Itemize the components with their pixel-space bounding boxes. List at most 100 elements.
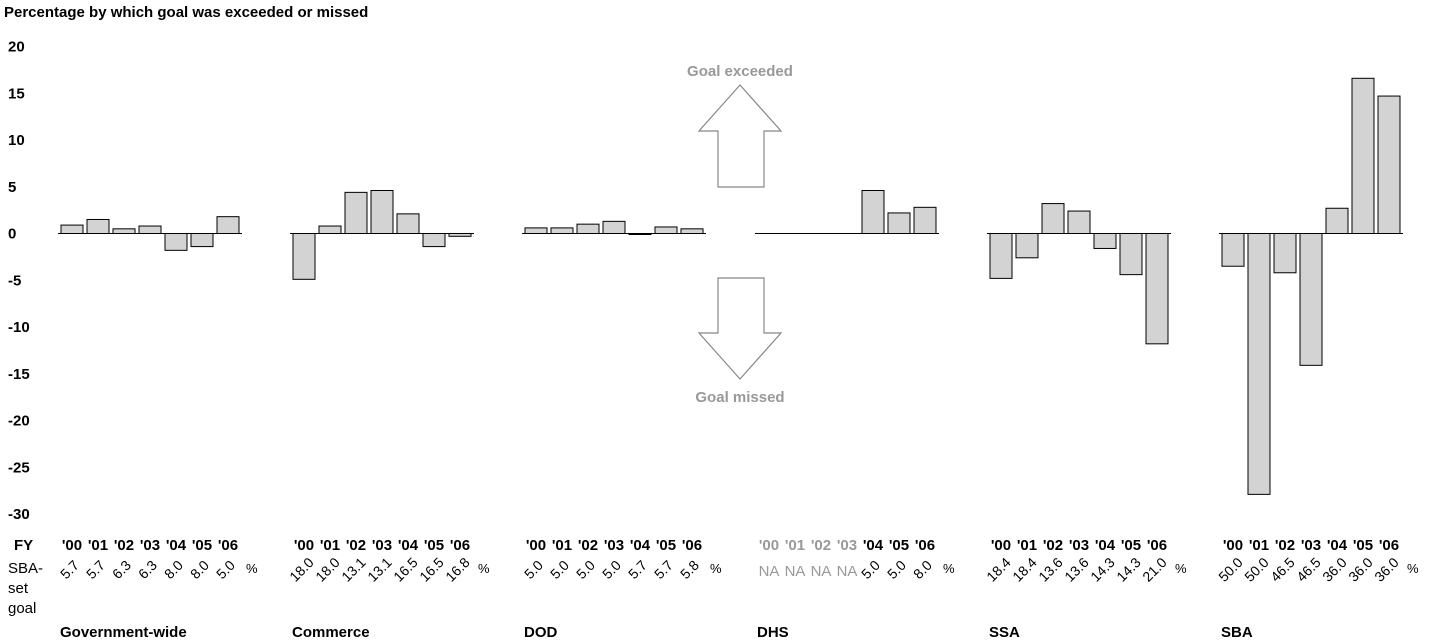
year-label: '02	[346, 537, 366, 554]
bar	[1351, 77, 1375, 235]
bar	[164, 233, 188, 251]
year-label: '04	[166, 537, 187, 554]
bar	[318, 225, 342, 235]
goal-label: NA	[837, 563, 858, 580]
group-label: SSA	[989, 624, 1020, 641]
year-label: '03	[837, 537, 857, 554]
bar	[86, 218, 110, 235]
goal-label: 18.4	[983, 554, 1014, 585]
year-label: '01	[320, 537, 340, 554]
percent-sign: %	[710, 561, 722, 576]
year-label: '00	[294, 537, 314, 554]
year-label: '01	[1249, 537, 1269, 554]
bar	[344, 191, 368, 234]
bar	[60, 224, 84, 235]
percent-sign: %	[246, 561, 258, 576]
goal-label: 5.7	[625, 557, 650, 582]
goal-label: 5.0	[213, 557, 238, 582]
year-label: '02	[114, 537, 134, 554]
goal-label: 14.3	[1087, 554, 1118, 585]
year-label: '06	[218, 537, 238, 554]
group-label: Commerce	[292, 624, 370, 641]
goal-label: 50.0	[1241, 554, 1272, 585]
goal-label: 6.3	[109, 557, 134, 582]
goal-label: NA	[785, 563, 806, 580]
goal-label: 13.6	[1035, 554, 1066, 585]
year-label: '00	[1223, 537, 1243, 554]
y-tick-label: 20	[8, 39, 25, 56]
bar	[576, 223, 600, 234]
year-label: '02	[578, 537, 598, 554]
goal-label: 5.0	[599, 557, 624, 582]
goal-label: 50.0	[1215, 554, 1246, 585]
year-label: '03	[1301, 537, 1321, 554]
year-label: '05	[192, 537, 212, 554]
goal-label: 14.3	[1113, 554, 1144, 585]
bar	[861, 189, 885, 235]
year-label: '06	[450, 537, 470, 554]
year-label: '00	[991, 537, 1011, 554]
bar	[1015, 233, 1039, 259]
year-label: '04	[630, 537, 651, 554]
year-label: '06	[682, 537, 702, 554]
goal-row-label-3: goal	[8, 600, 36, 617]
year-label: '05	[424, 537, 444, 554]
group-labels: Government-wide Commerce DOD DHS SSA SBA	[60, 624, 1253, 641]
goal-missed-label: Goal missed	[695, 389, 784, 406]
bar	[524, 227, 548, 234]
goal-label: 5.0	[858, 557, 883, 582]
goal-label: 5.7	[57, 557, 82, 582]
year-label: '01	[552, 537, 572, 554]
bar	[1247, 233, 1271, 495]
year-label: '00	[759, 537, 779, 554]
year-label: '00	[62, 537, 82, 554]
goal-label: 18.4	[1009, 554, 1040, 585]
goal-label: NA	[811, 563, 832, 580]
bar	[680, 228, 704, 234]
bar	[292, 233, 316, 280]
group-label: Government-wide	[60, 624, 187, 641]
y-axis-ticks: 20 15 10 5 0 -5 -10 -15 -20 -25 -30	[8, 39, 30, 524]
year-label: '05	[1121, 537, 1141, 554]
bar	[1325, 207, 1349, 235]
bar	[370, 189, 394, 235]
chart-title: Percentage by which goal was exceeded or…	[4, 4, 368, 21]
year-label: '05	[656, 537, 676, 554]
goal-label: 13.1	[364, 554, 395, 585]
group-label: DOD	[524, 624, 558, 641]
goal-label: 36.0	[1319, 554, 1350, 585]
bar	[1093, 233, 1117, 249]
y-tick-label: -15	[8, 366, 30, 383]
goal-label: 16.5	[390, 554, 421, 585]
year-label: '02	[811, 537, 831, 554]
bar	[1221, 233, 1245, 267]
bar	[216, 216, 240, 234]
goal-label: 36.0	[1345, 554, 1376, 585]
bar	[913, 206, 937, 235]
goal-label: 6.3	[135, 557, 160, 582]
y-tick-label: -30	[8, 506, 30, 523]
goal-label: 16.5	[416, 554, 447, 585]
bar	[654, 226, 678, 235]
goal-row-label-2: set	[8, 580, 29, 597]
goal-arrows: Goal exceeded Goal missed	[687, 63, 793, 406]
goal-label: 21.0	[1139, 554, 1170, 585]
bar	[602, 220, 626, 235]
year-label: '04	[863, 537, 884, 554]
y-tick-label: 15	[8, 85, 25, 102]
goal-label: 18.0	[312, 554, 343, 585]
bar	[1119, 233, 1143, 276]
bar	[422, 233, 446, 248]
y-tick-label: -5	[8, 272, 21, 289]
goal-label: 8.0	[187, 557, 212, 582]
goal-label: 13.1	[338, 554, 369, 585]
bar	[1299, 233, 1323, 366]
goal-label: 8.0	[161, 557, 186, 582]
year-label: '04	[1327, 537, 1348, 554]
year-label: '02	[1043, 537, 1063, 554]
goal-label: 46.5	[1293, 554, 1324, 585]
goal-label: 8.0	[910, 557, 935, 582]
bar	[112, 228, 136, 234]
y-tick-label: -20	[8, 413, 30, 430]
